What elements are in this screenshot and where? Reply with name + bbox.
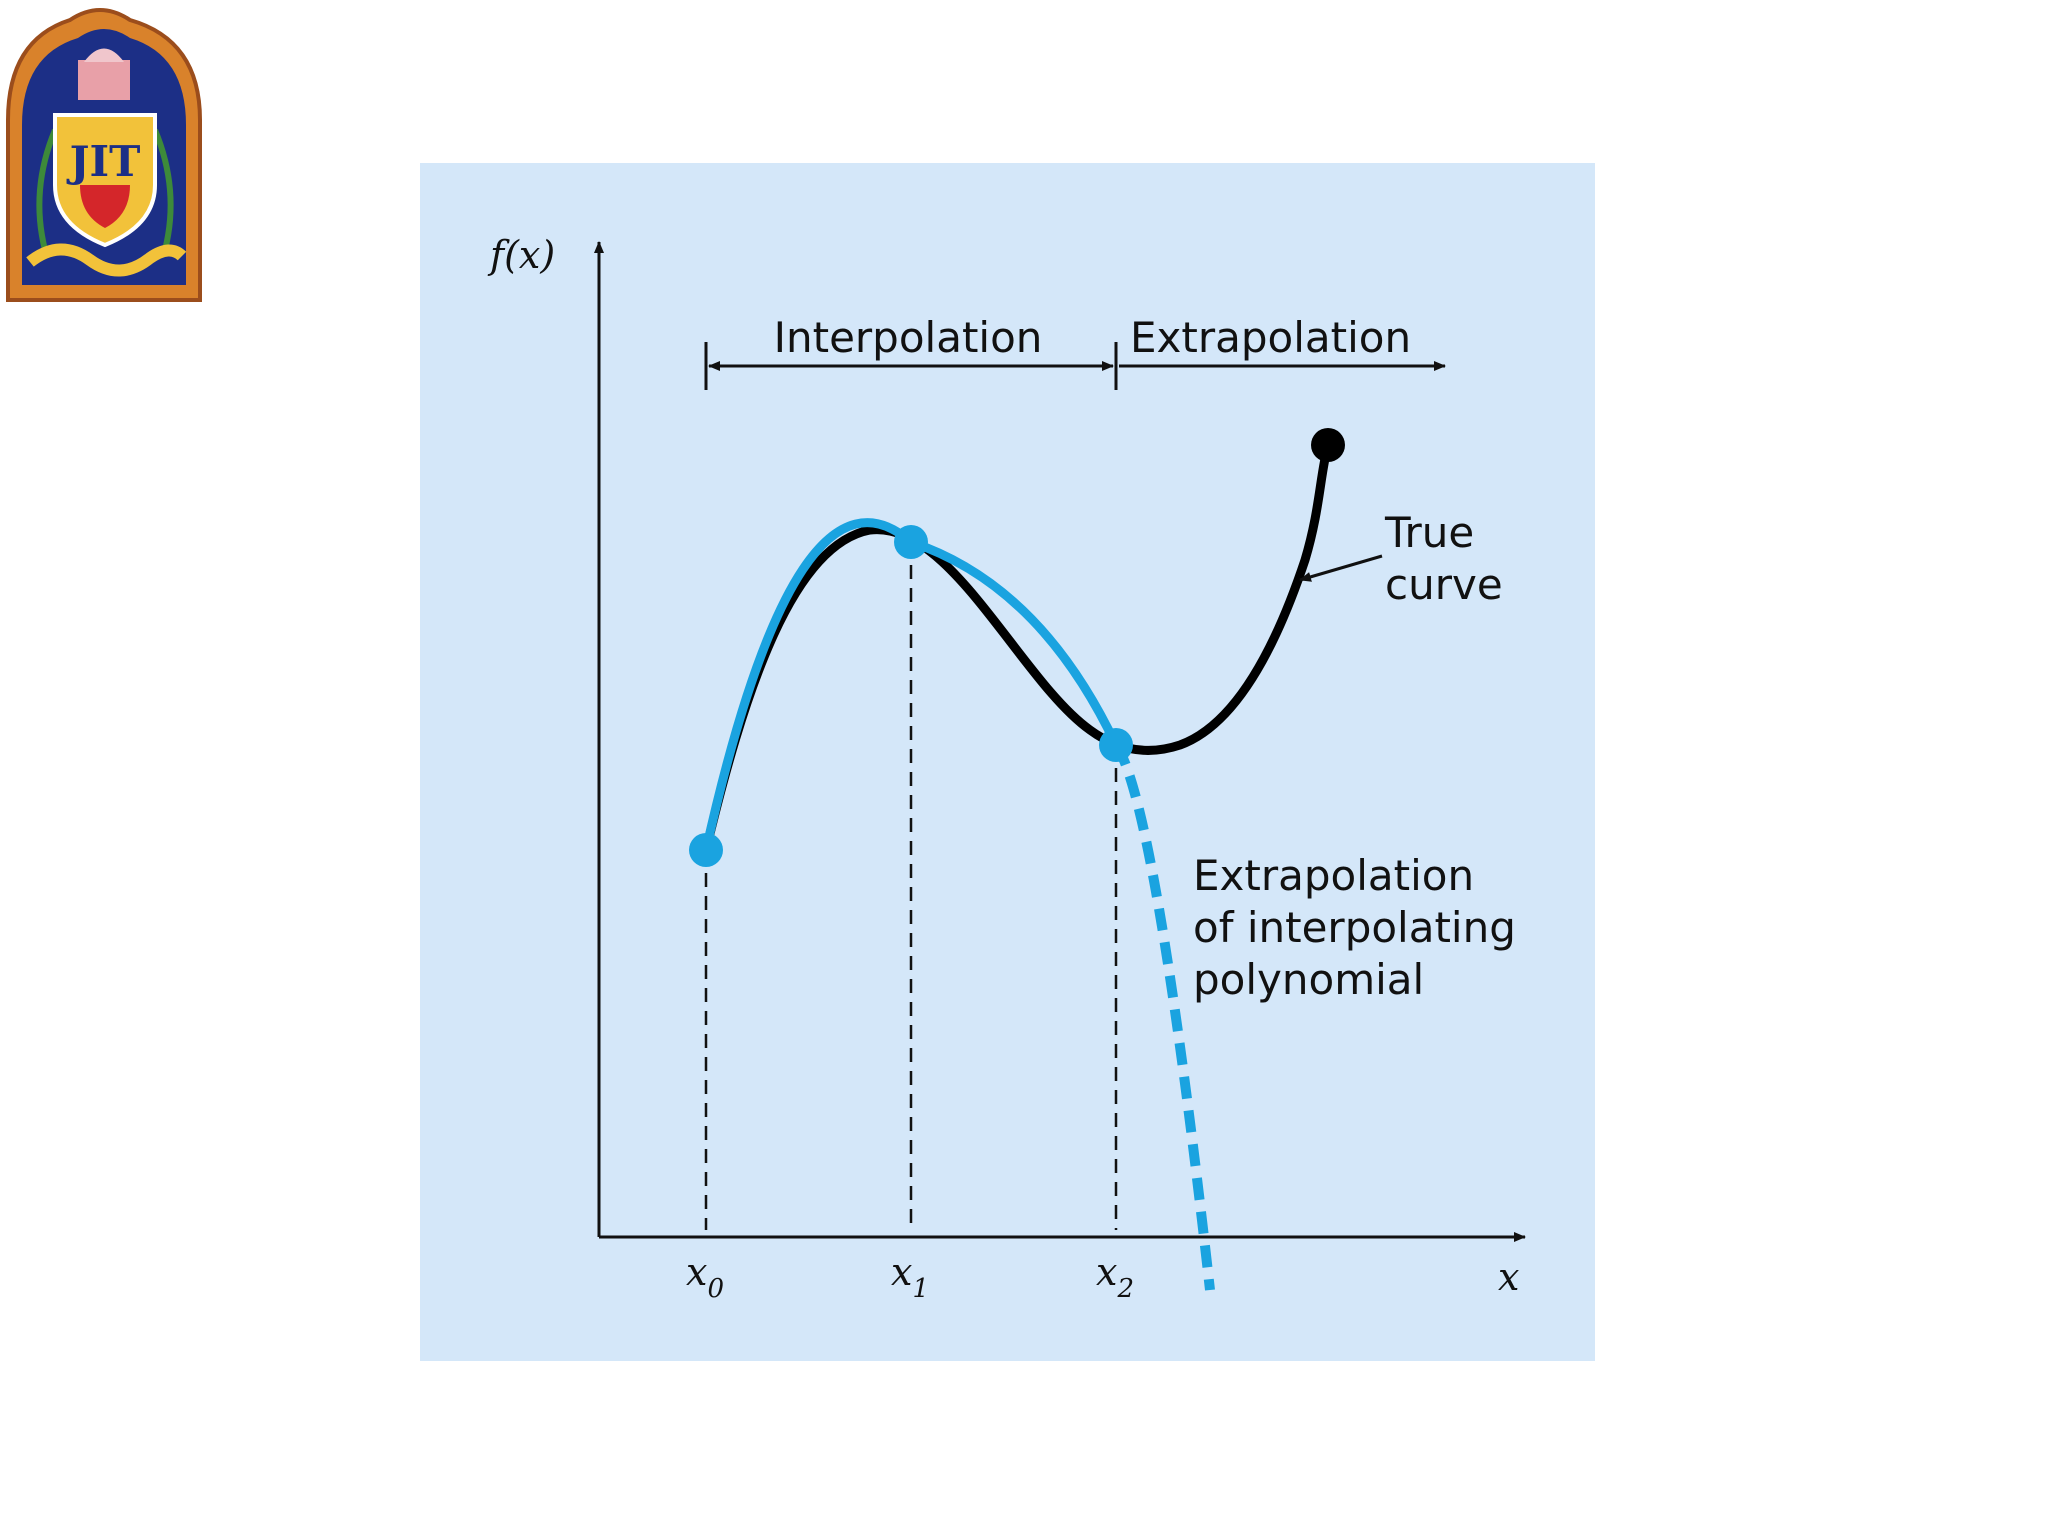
true-curve-label: True curve <box>1384 508 1503 609</box>
logo-dome <box>84 48 124 62</box>
logo-building <box>78 60 130 100</box>
interpolation-label: Interpolation <box>774 313 1043 362</box>
logo-laurel-left <box>36 128 58 251</box>
logo-ribbon <box>26 243 187 277</box>
logo-laurel-right <box>152 128 174 251</box>
logo-text: JIT <box>66 137 141 186</box>
extrapolation-polynomial-label: Extrapolation of interpolating polynomia… <box>1193 851 1529 1004</box>
x-axis-label: x <box>1498 1255 1519 1299</box>
x2-label: x2 <box>1096 1250 1134 1304</box>
interpolating-polynomial <box>701 518 1121 855</box>
true-curve <box>701 440 1333 855</box>
true-curve-endpoint <box>1311 428 1345 462</box>
x1-label: x1 <box>891 1250 929 1304</box>
data-point-x1 <box>894 525 928 559</box>
extrapolation-label: Extrapolation <box>1130 313 1411 362</box>
data-point-x0 <box>689 833 723 867</box>
logo-shield-red <box>80 185 130 228</box>
x0-label: x0 <box>686 1250 724 1304</box>
institution-logo: JIT <box>6 8 202 302</box>
true-curve-pointer <box>1299 554 1383 582</box>
y-axis-label: f(x) <box>487 233 555 277</box>
data-point-x2 <box>1099 728 1133 762</box>
logo-shield <box>53 113 157 248</box>
extrapolated-polynomial <box>1111 742 1215 1291</box>
